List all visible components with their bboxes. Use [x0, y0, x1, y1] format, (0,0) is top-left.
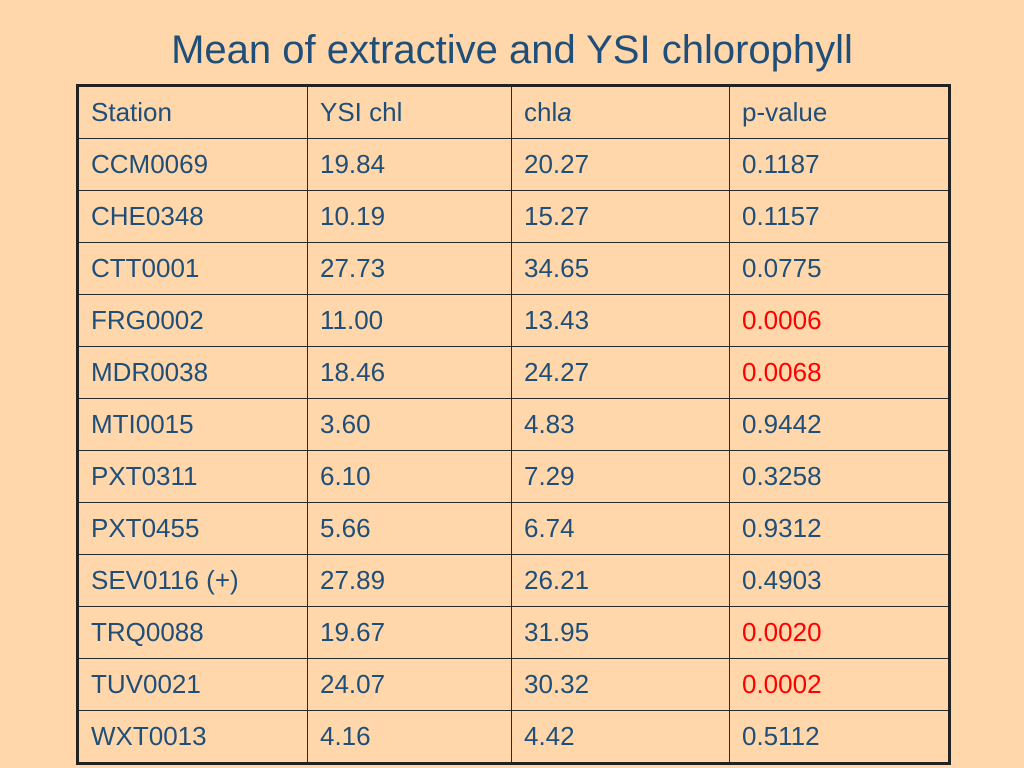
- cell-p-value: 0.0006: [729, 294, 950, 347]
- header-p-value: p-value: [729, 85, 950, 139]
- table-row: MDR0038 18.46 24.27 0.0068: [77, 346, 950, 399]
- cell-p-value: 0.9312: [729, 502, 950, 555]
- table-row: SEV0116 (+) 27.89 26.21 0.4903: [77, 554, 950, 607]
- cell-ysi-chl: 18.46: [307, 346, 512, 399]
- cell-ysi-chl: 11.00: [307, 294, 512, 347]
- cell-chl-a: 26.21: [511, 554, 730, 607]
- cell-ysi-chl: 10.19: [307, 190, 512, 243]
- cell-chl-a: 4.42: [511, 710, 730, 764]
- table-row: PXT0455 5.66 6.74 0.9312: [77, 502, 950, 555]
- table-row: FRG0002 11.00 13.43 0.0006: [77, 294, 950, 347]
- table-row: CTT0001 27.73 34.65 0.0775: [77, 242, 950, 295]
- cell-ysi-chl: 6.10: [307, 450, 512, 503]
- cell-station: WXT0013: [77, 710, 308, 764]
- cell-station: TUV0021: [77, 658, 308, 711]
- cell-station: CHE0348: [77, 190, 308, 243]
- cell-ysi-chl: 19.84: [307, 138, 512, 191]
- cell-ysi-chl: 27.89: [307, 554, 512, 607]
- cell-station: TRQ0088: [77, 606, 308, 659]
- table-row: CCM0069 19.84 20.27 0.1187: [77, 138, 950, 191]
- cell-p-value: 0.1187: [729, 138, 950, 191]
- cell-station: SEV0116 (+): [77, 554, 308, 607]
- cell-station: MTI0015: [77, 398, 308, 451]
- cell-chl-a: 34.65: [511, 242, 730, 295]
- table-row: MTI0015 3.60 4.83 0.9442: [77, 398, 950, 451]
- cell-station: PXT0311: [77, 450, 308, 503]
- cell-chl-a: 31.95: [511, 606, 730, 659]
- cell-p-value: 0.9442: [729, 398, 950, 451]
- cell-station: PXT0455: [77, 502, 308, 555]
- cell-ysi-chl: 5.66: [307, 502, 512, 555]
- cell-chl-a: 6.74: [511, 502, 730, 555]
- table-row: PXT0311 6.10 7.29 0.3258: [77, 450, 950, 503]
- header-chl-italic: a: [557, 97, 572, 127]
- table-header-row: Station YSI chl chla p-value: [77, 85, 950, 139]
- header-chl-a: chla: [511, 85, 730, 139]
- cell-ysi-chl: 19.67: [307, 606, 512, 659]
- cell-p-value: 0.0002: [729, 658, 950, 711]
- cell-chl-a: 13.43: [511, 294, 730, 347]
- table-row: TRQ0088 19.67 31.95 0.0020: [77, 606, 950, 659]
- header-chl-prefix: chl: [524, 97, 558, 127]
- cell-p-value: 0.4903: [729, 554, 950, 607]
- cell-ysi-chl: 27.73: [307, 242, 512, 295]
- cell-station: MDR0038: [77, 346, 308, 399]
- cell-ysi-chl: 3.60: [307, 398, 512, 451]
- data-table: Station YSI chl chla p-value CCM0069 19.8…: [76, 84, 951, 765]
- cell-chl-a: 24.27: [511, 346, 730, 399]
- table-row: WXT0013 4.16 4.42 0.5112: [77, 710, 950, 764]
- slide-title: Mean of extractive and YSI chlorophyll: [171, 28, 853, 72]
- cell-station: FRG0002: [77, 294, 308, 347]
- cell-ysi-chl: 4.16: [307, 710, 512, 764]
- cell-p-value: 0.1157: [729, 190, 950, 243]
- cell-chl-a: 30.32: [511, 658, 730, 711]
- cell-chl-a: 15.27: [511, 190, 730, 243]
- cell-p-value: 0.5112: [729, 710, 950, 764]
- data-table-container: Station YSI chl chla p-value CCM0069 19.8…: [76, 84, 951, 765]
- cell-chl-a: 7.29: [511, 450, 730, 503]
- table-body: CCM0069 19.84 20.27 0.1187 CHE0348 10.19 15.27…: [77, 138, 950, 764]
- header-station: Station: [77, 85, 308, 139]
- table-row: CHE0348 10.19 15.27 0.1157: [77, 190, 950, 243]
- cell-p-value: 0.0068: [729, 346, 950, 399]
- table-row: TUV0021 24.07 30.32 0.0002: [77, 658, 950, 711]
- cell-p-value: 0.0020: [729, 606, 950, 659]
- cell-p-value: 0.3258: [729, 450, 950, 503]
- cell-p-value: 0.0775: [729, 242, 950, 295]
- cell-chl-a: 20.27: [511, 138, 730, 191]
- header-ysi-chl: YSI chl: [307, 85, 512, 139]
- cell-chl-a: 4.83: [511, 398, 730, 451]
- cell-ysi-chl: 24.07: [307, 658, 512, 711]
- cell-station: CTT0001: [77, 242, 308, 295]
- cell-station: CCM0069: [77, 138, 308, 191]
